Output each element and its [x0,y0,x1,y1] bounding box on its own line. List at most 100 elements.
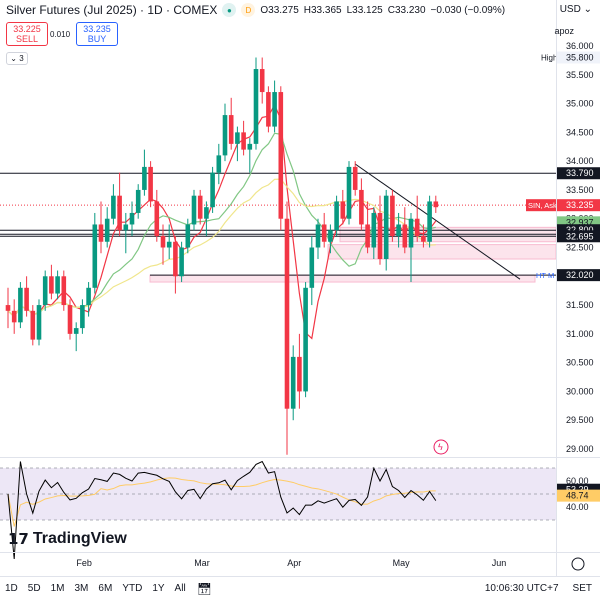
candle-body [216,155,222,173]
trendline [354,163,521,280]
candle-body [42,276,48,306]
rsi-line [7,460,437,560]
candle-body [235,132,240,144]
candle [173,235,178,294]
timeframe-1d[interactable]: 1D [5,583,18,594]
sell-button[interactable]: 33.225 SELL [6,22,48,46]
candle [18,282,23,329]
scale-mode-label[interactable]: apoz [554,26,574,36]
timeframe-all[interactable]: All [174,583,186,594]
candle-body [396,224,401,236]
timeframe-3m[interactable]: 3M [74,583,89,594]
rsi-signal-label: 48.74 [566,491,589,501]
clock-time[interactable]: 10:06:30 UTC+7 [484,583,559,594]
timeframe-1m[interactable]: 1M [50,583,65,594]
price-tick-label: 34.500 [566,127,594,137]
buy-price: 33.235 [83,24,111,34]
candle [191,189,197,231]
timeframe-1y[interactable]: 1Y [152,583,165,594]
candle-body [135,189,141,213]
price-tick-label: 29.000 [566,444,594,454]
sell-label: SELL [15,34,39,44]
resistance-price-tag-bg [557,167,600,180]
candle [241,120,246,156]
candle-body [67,305,73,334]
flash-icon: ϟ [438,442,443,452]
candle-body [359,189,364,225]
candle-body [80,305,85,329]
support-a-price-tag-bg [557,230,600,243]
candle [414,195,420,242]
timeframe-ytd[interactable]: YTD [122,583,143,594]
buy-button[interactable]: 33.235 BUY [76,22,118,46]
indicators-collapse-button[interactable]: ⌄ 3 [6,52,28,65]
support-b-price-tag: 32.020 [566,270,594,280]
candle [30,305,36,346]
symbol-title[interactable]: Silver Futures (Jul 2025) · 1D · COMEX [6,3,218,17]
support-b-price-tag-bg [557,269,600,282]
high-label-bg [557,51,600,64]
candle-body [383,195,389,260]
candle [179,241,184,283]
candle [148,161,153,208]
price-tick-label: 33.500 [566,185,594,195]
price-tick-label: 34.000 [566,156,594,166]
price-tick-label: 32.500 [566,243,594,253]
candle [197,189,203,225]
tradingview-mark-icon: 𝟭𝟳 [8,531,29,548]
candle [55,270,60,300]
candle [352,161,358,196]
currency-selector[interactable]: USD ⌄ [560,4,592,15]
candle-body [290,356,296,409]
candle-body [390,195,395,236]
candle-body [11,310,17,323]
candle-body [98,224,104,242]
candle [154,189,160,242]
candle-body [328,230,333,242]
timeframe-6m[interactable]: 6M [98,583,113,594]
candle [408,212,414,283]
candle-body [24,287,29,311]
candle-body [414,218,420,236]
candle-body [340,201,346,219]
candle-body [365,224,370,248]
chart-header: Silver Futures (Jul 2025) · 1D · COMEX ●… [6,3,505,17]
ask-label: SIN, Ask [528,201,557,210]
resistance-price-tag: 33.790 [566,168,594,178]
candle-body [123,224,129,231]
candle [284,201,290,455]
candle-body [36,305,42,340]
calendar-icon[interactable]: 📅︎ [196,581,212,596]
pane-divider[interactable] [0,457,600,458]
candle [80,299,85,334]
candle-body [55,276,60,294]
spread-value: 0.010 [50,30,71,39]
candle-body [309,247,315,288]
candle-body [352,166,358,190]
ma-price-tag: 32.937 [566,217,594,227]
data-status-icon[interactable]: D [241,3,256,17]
market-status-icon[interactable]: ● [222,3,237,17]
price-chart[interactable]: 36.00035.50035.00034.50034.00033.50033.0… [0,0,600,458]
candle-body [303,287,308,392]
candle [86,282,91,317]
candle-body [191,195,197,225]
candle [228,97,234,150]
candle [11,299,17,334]
candle-body [228,115,234,144]
session-label[interactable]: SET [572,583,592,594]
tradingview-logo[interactable]: 𝟭𝟳 TradingView [8,530,127,548]
candle [98,201,104,254]
time-tick-label: May [393,558,411,568]
candle [222,103,228,162]
candle [166,224,172,260]
sell-price: 33.225 [13,24,41,34]
candle [235,126,240,162]
candle [36,299,42,346]
candle [315,218,321,260]
candle [135,184,141,219]
timeframe-5d[interactable]: 5D [27,583,41,594]
candle [266,86,271,133]
candle-body [315,224,321,248]
